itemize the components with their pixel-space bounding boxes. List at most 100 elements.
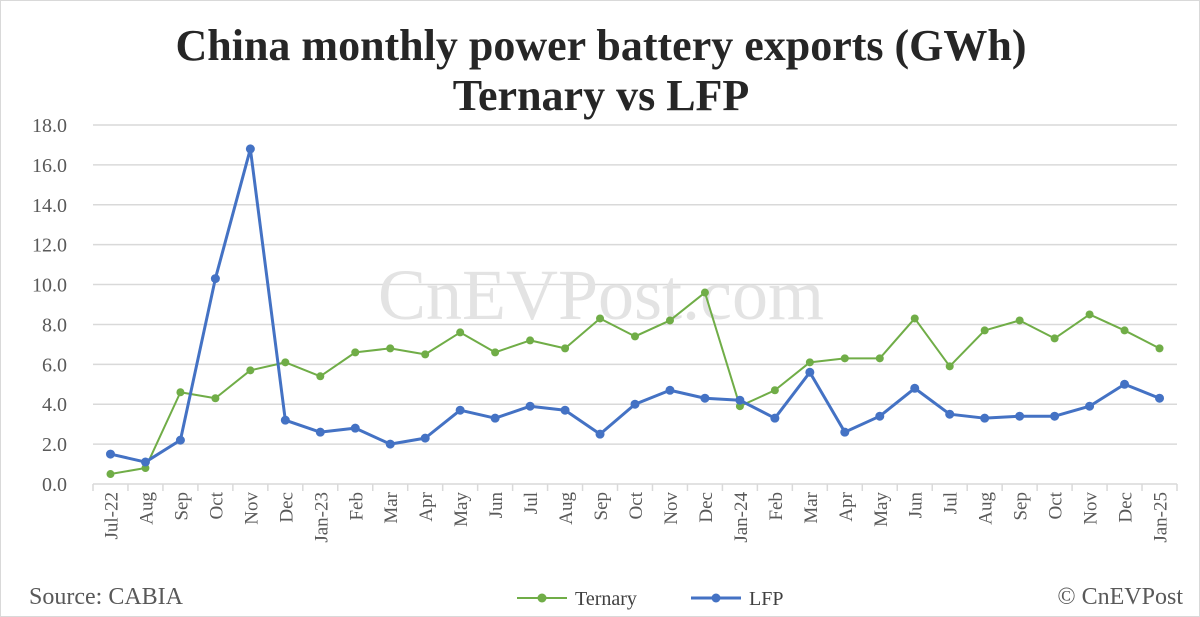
- legend-marker-ternary: [537, 593, 547, 603]
- source-label: Source: CABIA: [29, 584, 183, 610]
- data-point-ternary: [700, 288, 709, 297]
- x-tick-label: Feb: [766, 492, 787, 521]
- data-point-ternary: [421, 350, 430, 359]
- data-point-lfp: [280, 415, 290, 425]
- data-point-lfp: [700, 393, 710, 403]
- x-tick-label: Sep: [1011, 492, 1032, 521]
- data-point-ternary: [1015, 316, 1024, 325]
- x-tick-label: Aug: [556, 492, 577, 525]
- y-tick-label: 6.0: [42, 354, 67, 376]
- data-point-lfp: [385, 439, 395, 449]
- x-tick-label: Oct: [626, 491, 647, 519]
- data-point-ternary: [211, 394, 220, 403]
- data-point-lfp: [945, 409, 955, 419]
- copyright-label: © CnEVPost: [1057, 584, 1183, 610]
- x-tick-label: Apr: [836, 491, 857, 521]
- data-point-lfp: [770, 413, 780, 423]
- data-point-ternary: [526, 336, 535, 345]
- data-point-ternary: [561, 344, 570, 353]
- data-point-lfp: [840, 427, 850, 437]
- x-tick-label: Sep: [171, 492, 192, 521]
- x-tick-label: Feb: [346, 492, 367, 521]
- data-point-lfp: [245, 144, 255, 154]
- data-point-ternary: [840, 354, 849, 363]
- data-point-lfp: [980, 413, 990, 423]
- x-tick-label: Nov: [661, 492, 682, 525]
- data-point-lfp: [350, 423, 360, 433]
- data-point-ternary: [805, 358, 814, 367]
- data-point-lfp: [140, 457, 150, 467]
- data-point-lfp: [1050, 411, 1060, 421]
- data-point-lfp: [525, 401, 535, 411]
- x-tick-label: May: [451, 492, 472, 527]
- chart-title: China monthly power battery exports (GWh…: [175, 21, 1027, 70]
- x-tick-label: Dec: [696, 492, 717, 523]
- x-tick-label: Jul: [521, 492, 542, 514]
- y-tick-label: 0.0: [42, 474, 67, 496]
- data-point-ternary: [770, 386, 779, 395]
- x-tick-label: Jan-23: [311, 492, 332, 543]
- legend-label-ternary: Ternary: [575, 588, 637, 610]
- x-tick-label: Sep: [591, 492, 612, 521]
- x-tick-label: Aug: [976, 492, 997, 525]
- watermark: CnEVPost.com: [378, 255, 824, 335]
- x-tick-label: Jan-24: [731, 492, 752, 543]
- data-point-lfp: [175, 435, 185, 445]
- data-point-lfp: [665, 385, 675, 395]
- x-tick-label: Jun: [486, 492, 507, 519]
- data-point-lfp: [1085, 401, 1095, 411]
- data-point-ternary: [1120, 326, 1129, 335]
- y-tick-label: 2.0: [42, 434, 67, 456]
- x-tick-label: Jul-22: [101, 492, 122, 540]
- x-tick-label: Mar: [381, 491, 402, 523]
- x-tick-label: Mar: [801, 491, 822, 523]
- y-tick-label: 14.0: [32, 195, 67, 217]
- data-point-lfp: [1120, 379, 1130, 389]
- data-point-ternary: [945, 362, 954, 371]
- x-tick-label: Nov: [1081, 492, 1102, 525]
- data-point-ternary: [316, 372, 325, 381]
- data-point-ternary: [1155, 344, 1164, 353]
- x-tick-label: May: [871, 492, 892, 527]
- x-tick-label: Dec: [1116, 492, 1137, 523]
- data-point-ternary: [631, 332, 639, 341]
- x-tick-label: Jan-25: [1151, 492, 1172, 543]
- data-point-lfp: [560, 405, 570, 415]
- chart-subtitle: Ternary vs LFP: [452, 71, 750, 120]
- data-point-ternary: [1050, 334, 1059, 343]
- data-point-lfp: [455, 405, 465, 415]
- x-tick-label: Apr: [416, 491, 437, 521]
- data-point-lfp: [735, 395, 745, 405]
- data-point-ternary: [980, 326, 989, 335]
- data-point-lfp: [805, 367, 815, 377]
- y-tick-label: 18.0: [32, 115, 67, 137]
- x-tick-label: Jun: [906, 492, 927, 519]
- data-point-ternary: [910, 314, 919, 323]
- data-point-ternary: [246, 366, 255, 375]
- x-tick-label: Jul: [941, 492, 962, 514]
- data-point-ternary: [351, 348, 360, 357]
- data-point-ternary: [1085, 310, 1094, 319]
- x-tick-label: Oct: [206, 491, 227, 519]
- data-point-ternary: [596, 314, 605, 323]
- data-point-lfp: [630, 399, 640, 409]
- y-tick-label: 4.0: [42, 394, 67, 416]
- data-point-ternary: [875, 354, 884, 363]
- y-tick-label: 8.0: [42, 314, 67, 336]
- data-point-lfp: [1015, 411, 1025, 421]
- data-point-lfp: [490, 413, 500, 423]
- data-point-lfp: [210, 274, 220, 284]
- x-tick-label: Dec: [276, 492, 297, 523]
- data-point-lfp: [105, 449, 115, 459]
- data-point-lfp: [1155, 393, 1165, 403]
- data-point-lfp: [910, 383, 920, 393]
- data-point-lfp: [875, 411, 885, 421]
- legend-label-lfp: LFP: [749, 588, 783, 610]
- data-point-ternary: [176, 388, 185, 397]
- data-point-ternary: [665, 316, 674, 325]
- data-point-lfp: [595, 429, 605, 439]
- data-point-lfp: [315, 427, 325, 437]
- x-tick-label: Nov: [241, 492, 262, 525]
- data-point-ternary: [281, 358, 290, 367]
